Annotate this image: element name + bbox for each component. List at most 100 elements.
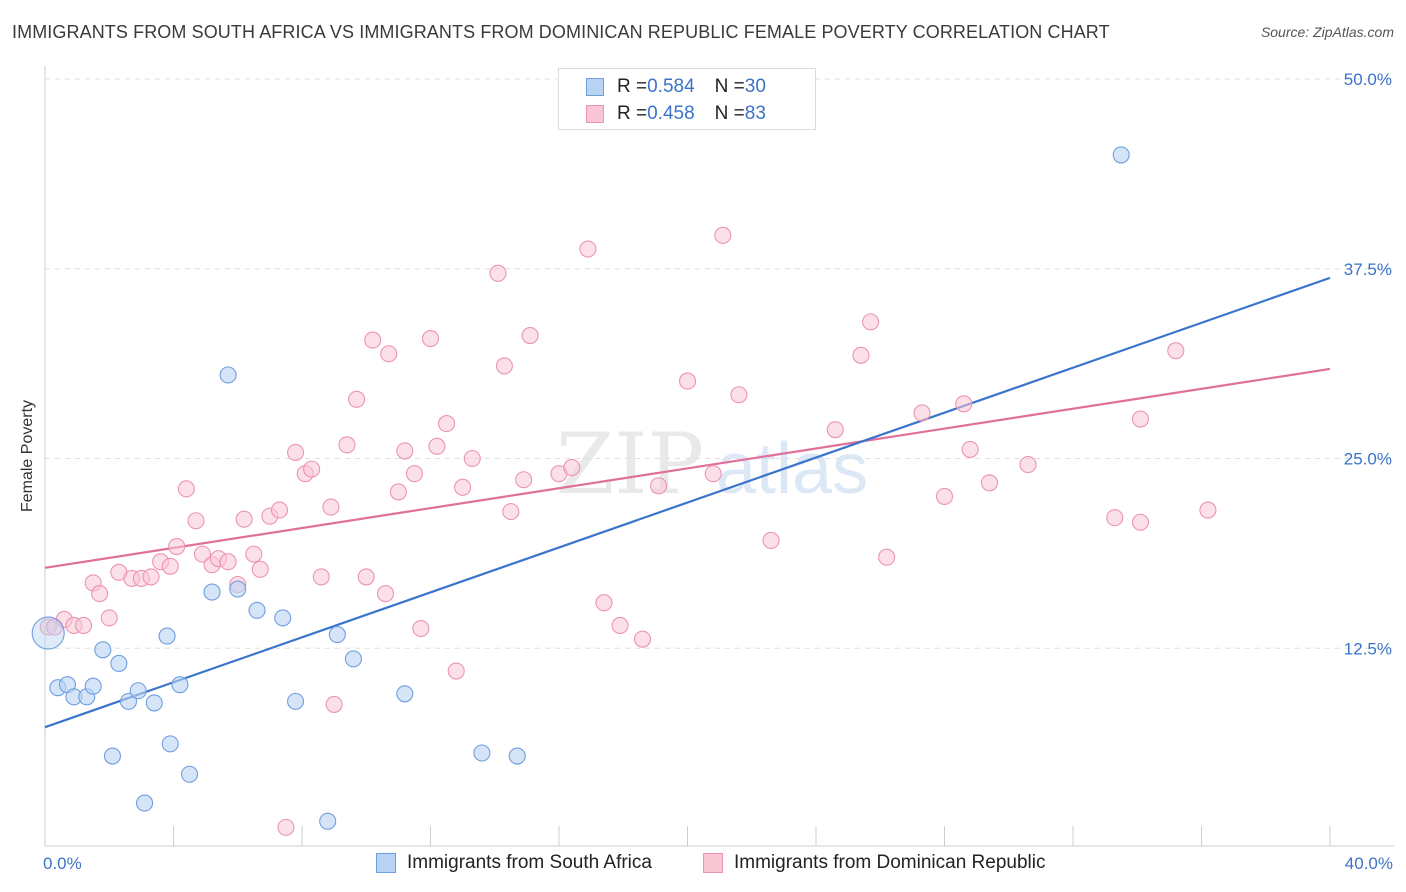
data-point-south-africa: [110, 654, 128, 672]
data-point-dominican-republic: [348, 390, 366, 408]
data-point-dominican-republic: [704, 465, 722, 483]
data-point-south-africa: [136, 794, 154, 812]
legend-n-label: N =: [714, 103, 745, 124]
data-point-dominican-republic: [502, 503, 520, 521]
data-point-dominican-republic: [100, 609, 118, 627]
data-point-dominican-republic: [515, 471, 533, 489]
data-point-south-africa: [328, 626, 346, 644]
data-point-dominican-republic: [338, 436, 356, 454]
data-point-dominican-republic: [251, 560, 269, 578]
data-point-south-africa: [181, 765, 199, 783]
tick-labels: 12.5% 25.0% 37.5% 50.0% 0.0% 40.0%: [43, 70, 1393, 873]
chart-title: IMMIGRANTS FROM SOUTH AFRICA VS IMMIGRAN…: [12, 22, 1110, 42]
data-point-dominican-republic: [826, 421, 844, 439]
x-tick-label: 0.0%: [43, 854, 82, 873]
legend-swatch-blue: [586, 78, 604, 96]
data-point-dominican-republic: [421, 330, 440, 348]
trend-lines: [44, 276, 1331, 729]
data-point-dominican-republic: [961, 440, 979, 458]
data-point-dominican-republic: [161, 557, 179, 575]
data-point-dominican-republic: [287, 443, 305, 461]
data-point-dominican-republic: [852, 346, 870, 364]
data-point-dominican-republic: [91, 585, 109, 603]
x-tick-label: 40.0%: [1345, 854, 1393, 873]
data-point-dominican-republic: [611, 616, 629, 635]
series-legend: Immigrants from South Africa Immigrants …: [0, 852, 1406, 878]
data-point-south-africa: [229, 580, 247, 598]
data-point-south-africa: [396, 685, 414, 703]
y-tick-label: 37.5%: [1344, 260, 1392, 279]
data-point-dominican-republic: [364, 331, 382, 349]
trendline-south-africa: [44, 276, 1331, 729]
legend-row-dominican-republic: R = 0.458 N = 83: [559, 102, 766, 126]
data-point-dominican-republic: [168, 537, 186, 556]
data-point-dominican-republic: [521, 326, 539, 345]
data-point-dominican-republic: [412, 619, 430, 638]
data-point-dominican-republic: [447, 662, 465, 680]
data-point-south-africa: [473, 744, 491, 762]
data-point-dominican-republic: [913, 404, 931, 422]
data-point-dominican-republic: [454, 478, 472, 496]
data-point-dominican-republic: [489, 264, 507, 282]
data-point-south-africa: [31, 616, 65, 650]
data-point-dominican-republic: [463, 449, 481, 468]
data-point-dominican-republic: [1131, 410, 1150, 428]
data-point-south-africa: [287, 692, 305, 710]
data-point-dominican-republic: [633, 630, 652, 648]
data-point-south-africa: [203, 583, 221, 601]
watermark-atlas: atlas: [716, 429, 868, 509]
data-point-dominican-republic: [235, 510, 253, 528]
data-point-south-africa: [161, 735, 179, 753]
legend-item-dominican-republic[interactable]: Immigrants from Dominican Republic: [703, 852, 1046, 874]
data-point-dominican-republic: [955, 395, 973, 413]
data-point-dominican-republic: [1131, 513, 1150, 531]
data-point-south-africa: [274, 609, 292, 627]
watermark-zip: ZIP: [556, 415, 704, 513]
data-point-dominican-republic: [730, 386, 748, 404]
data-point-dominican-republic: [1167, 342, 1185, 360]
y-tick-label: 12.5%: [1344, 639, 1392, 658]
data-point-south-africa: [171, 676, 189, 694]
legend-label-dominican-republic: Immigrants from Dominican Republic: [734, 852, 1046, 873]
data-point-dominican-republic: [389, 483, 407, 501]
data-point-dominican-republic: [177, 480, 195, 498]
legend-n-label: N =: [714, 76, 745, 97]
data-point-south-africa: [248, 601, 266, 619]
data-point-dominican-republic: [878, 548, 896, 566]
data-point-dominican-republic: [270, 501, 289, 519]
data-point-dominican-republic: [405, 465, 423, 483]
data-point-dominican-republic: [396, 442, 414, 460]
data-point-south-africa: [344, 650, 362, 668]
data-point-south-africa: [129, 682, 147, 700]
data-point-south-africa: [158, 627, 176, 645]
data-point-dominican-republic: [762, 531, 780, 550]
data-point-dominican-republic: [650, 477, 668, 495]
data-point-south-africa: [119, 692, 138, 710]
data-point-dominican-republic: [219, 553, 237, 571]
legend-r-label: R =: [617, 76, 648, 97]
series-dominican-republic-points: [39, 226, 1217, 836]
legend-swatch-pink: [586, 105, 604, 123]
data-point-dominican-republic: [678, 372, 697, 390]
data-point-south-africa: [508, 747, 526, 765]
data-point-dominican-republic: [495, 357, 513, 375]
data-point-south-africa: [145, 694, 163, 712]
data-point-dominican-republic: [325, 695, 343, 713]
data-point-dominican-republic: [193, 545, 211, 563]
trendline-dominican-republic: [44, 367, 1331, 569]
source-credit: Source: ZipAtlas.com: [1260, 24, 1394, 40]
legend-swatch-blue: [376, 853, 396, 873]
data-point-dominican-republic: [376, 585, 395, 603]
data-point-dominican-republic: [438, 415, 456, 433]
data-point-south-africa: [319, 812, 337, 830]
data-point-south-africa: [94, 641, 112, 659]
legend-n-value: 83: [744, 103, 766, 124]
data-point-dominican-republic: [980, 474, 999, 492]
data-point-dominican-republic: [245, 545, 263, 563]
correlation-legend: R = 0.584 N = 30 R = 0.458 N = 83: [558, 68, 816, 130]
data-point-dominican-republic: [277, 818, 295, 836]
legend-item-south-africa[interactable]: Immigrants from South Africa: [376, 852, 652, 874]
data-point-dominican-republic: [312, 568, 330, 586]
legend-r-value: 0.458: [647, 103, 695, 124]
